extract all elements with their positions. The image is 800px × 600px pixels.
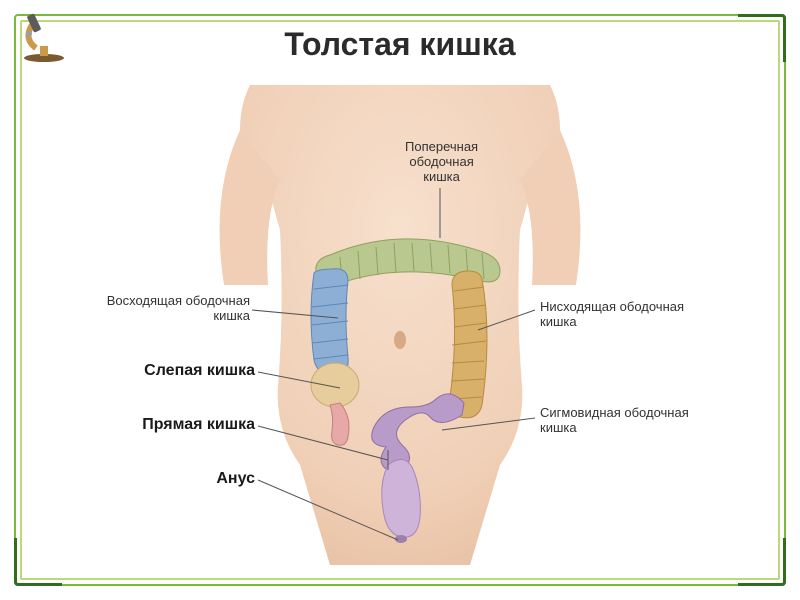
label-ascending: Восходящая ободочная кишка — [60, 294, 250, 324]
label-cecum: Слепая кишка — [90, 362, 255, 380]
label-transverse: Поперечная ободочная кишка — [405, 140, 478, 185]
label-rectum: Прямая кишка — [90, 416, 255, 434]
corner-bl — [14, 538, 62, 586]
page-title: Толстая кишка — [0, 26, 800, 63]
label-sigmoid: Сигмовидная ободочная кишка — [540, 406, 689, 436]
label-descending: Нисходящая ободочная кишка — [540, 300, 684, 330]
corner-br — [738, 538, 786, 586]
label-anus: Анус — [150, 470, 255, 488]
